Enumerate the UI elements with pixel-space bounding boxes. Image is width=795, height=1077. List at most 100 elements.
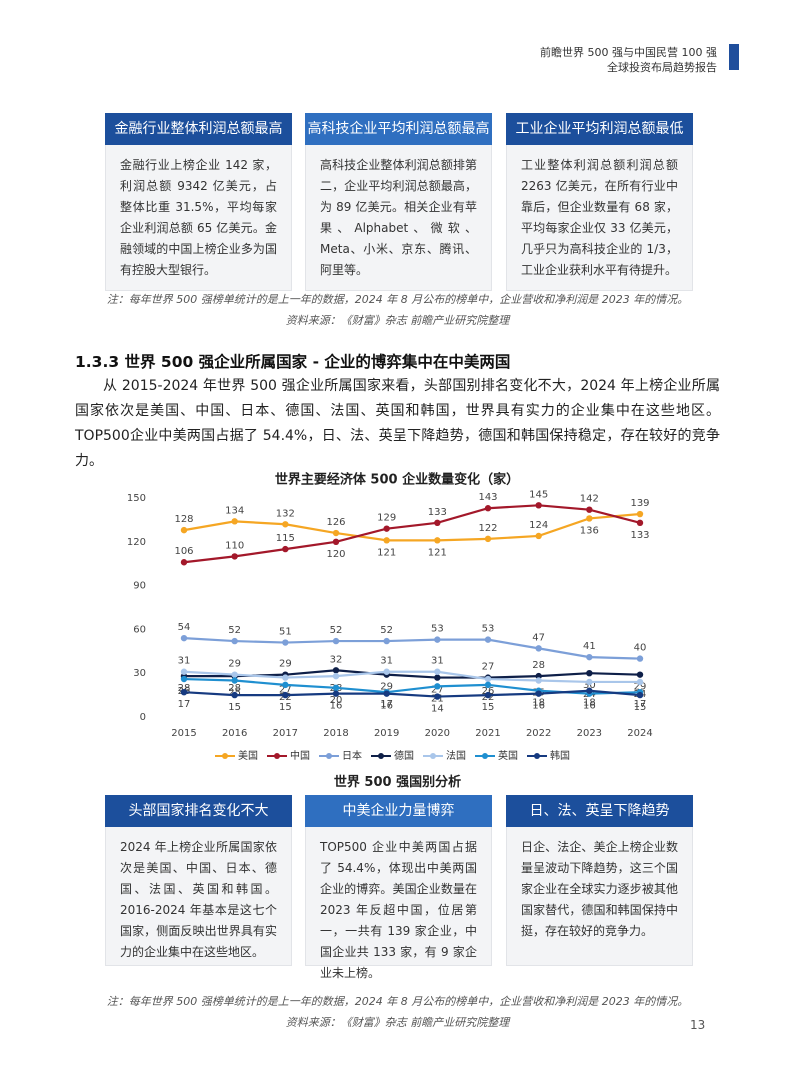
point bbox=[434, 519, 441, 527]
point bbox=[535, 502, 542, 509]
data-label: 15 bbox=[482, 702, 495, 713]
info-box: 中美企业力量博弈 TOP500 企业中美两国占据了 54.4%，体现出中美两国企… bbox=[305, 795, 492, 980]
legend-label: 美国 bbox=[238, 749, 258, 762]
point bbox=[586, 653, 593, 661]
legend-marker bbox=[326, 753, 332, 759]
point bbox=[484, 535, 492, 543]
y-tick-label: 60 bbox=[133, 624, 146, 635]
point bbox=[586, 506, 593, 513]
source: 资料来源：《财富》杂志 前瞻产业研究院整理 bbox=[285, 1016, 510, 1029]
point bbox=[332, 667, 340, 674]
data-label: 31 bbox=[178, 656, 191, 667]
data-label: 17 bbox=[380, 699, 393, 710]
data-label: 15 bbox=[228, 702, 241, 713]
legend-marker bbox=[534, 753, 540, 759]
data-label: 133 bbox=[630, 530, 649, 541]
data-label: 30 bbox=[583, 680, 596, 691]
point bbox=[332, 690, 340, 697]
point bbox=[484, 636, 492, 643]
info-box: 工业企业平均利润总额最低 工业整体利润总额利润总额 2263 亿美元，在所有行业… bbox=[506, 113, 693, 291]
data-label: 27 bbox=[482, 662, 495, 673]
info-box: 高科技企业平均利润总额最高 高科技企业整体利润总额排第二，企业平均利润总额最高，… bbox=[305, 113, 492, 291]
legend-label: 英国 bbox=[498, 749, 518, 762]
point bbox=[535, 677, 542, 684]
page-number: 13 bbox=[690, 1018, 706, 1032]
data-label: 15 bbox=[279, 702, 292, 713]
point bbox=[586, 515, 593, 522]
point bbox=[636, 510, 644, 518]
data-label: 110 bbox=[225, 540, 244, 551]
x-tick-label: 2019 bbox=[374, 728, 399, 739]
point bbox=[231, 637, 238, 645]
source: 资料来源：《财富》杂志 前瞻产业研究院整理 bbox=[285, 314, 510, 327]
data-label: 120 bbox=[326, 549, 345, 560]
point bbox=[180, 526, 188, 534]
point bbox=[332, 637, 340, 645]
chart-title: 世界主要经济体 500 企业数量变化（家） bbox=[275, 472, 519, 488]
data-label: 134 bbox=[225, 505, 244, 516]
info-box: 金融行业整体利润总额最高 金融行业上榜企业 142 家，利润总额 9342 亿美… bbox=[105, 113, 292, 291]
data-label: 129 bbox=[377, 513, 396, 524]
data-label: 128 bbox=[174, 514, 193, 525]
header-line: 全球投资布局趋势报告 bbox=[607, 61, 717, 74]
data-label: 16 bbox=[380, 701, 393, 712]
box-title: 高科技企业平均利润总额最高 bbox=[305, 113, 492, 145]
data-label: 52 bbox=[380, 625, 393, 636]
point bbox=[231, 691, 238, 699]
box-text: TOP500 企业中美两国占据了 54.4%，体现出中美两国企业的博弈。美国企业… bbox=[305, 827, 492, 980]
data-label: 122 bbox=[478, 523, 497, 534]
point bbox=[636, 655, 644, 662]
data-label: 32 bbox=[330, 654, 343, 665]
point bbox=[535, 645, 542, 652]
data-label: 31 bbox=[431, 656, 444, 667]
legend-label: 德国 bbox=[394, 749, 414, 762]
data-label: 27 bbox=[431, 685, 444, 696]
point bbox=[180, 668, 188, 675]
data-label: 17 bbox=[634, 699, 647, 710]
series-line bbox=[183, 504, 641, 564]
data-label: 41 bbox=[583, 641, 596, 652]
data-label: 106 bbox=[174, 546, 193, 557]
point bbox=[535, 532, 542, 540]
chart-caption: 世界 500 强国别分析 bbox=[333, 775, 462, 790]
info-box: 日、法、英呈下降趋势 日企、法企、美企上榜企业数量呈波动下降趋势，这三个国家企业… bbox=[506, 795, 693, 966]
point bbox=[586, 670, 593, 677]
point bbox=[282, 545, 289, 553]
legend-marker bbox=[274, 753, 280, 759]
x-tick-label: 2015 bbox=[171, 728, 196, 739]
point bbox=[586, 687, 593, 694]
point bbox=[535, 672, 542, 680]
point bbox=[282, 691, 289, 699]
data-label: 121 bbox=[377, 547, 396, 558]
data-label: 52 bbox=[228, 625, 241, 636]
data-label: 143 bbox=[478, 492, 497, 503]
data-label: 124 bbox=[529, 520, 548, 531]
point bbox=[282, 674, 289, 681]
point bbox=[383, 690, 390, 697]
data-label: 16 bbox=[532, 701, 545, 712]
point bbox=[332, 529, 340, 537]
point bbox=[484, 681, 492, 689]
box-text: 日企、法企、美企上榜企业数量呈波动下降趋势，这三个国家企业在全球实力逐步被其他国… bbox=[506, 827, 693, 966]
point bbox=[434, 636, 441, 643]
x-tick-label: 2017 bbox=[273, 728, 298, 739]
series-line bbox=[183, 689, 641, 698]
point bbox=[636, 671, 644, 678]
data-label: 29 bbox=[380, 682, 393, 693]
point bbox=[180, 634, 188, 642]
data-label: 18 bbox=[583, 698, 596, 709]
box-title: 金融行业整体利润总额最高 bbox=[105, 113, 292, 145]
data-label: 18 bbox=[532, 698, 545, 709]
header-bar bbox=[729, 44, 739, 70]
point bbox=[332, 684, 340, 691]
data-label: 51 bbox=[279, 627, 292, 638]
data-label: 14 bbox=[431, 704, 444, 715]
x-tick-label: 2023 bbox=[577, 728, 602, 739]
box-text: 工业整体利润总额利润总额 2263 亿美元，在所有行业中靠后，但企业数量有 68… bbox=[506, 145, 693, 291]
data-label: 142 bbox=[580, 494, 599, 505]
series-line bbox=[183, 670, 640, 684]
data-label: 54 bbox=[178, 622, 191, 633]
data-label: 115 bbox=[276, 533, 295, 544]
point bbox=[282, 681, 289, 689]
point bbox=[231, 677, 238, 684]
